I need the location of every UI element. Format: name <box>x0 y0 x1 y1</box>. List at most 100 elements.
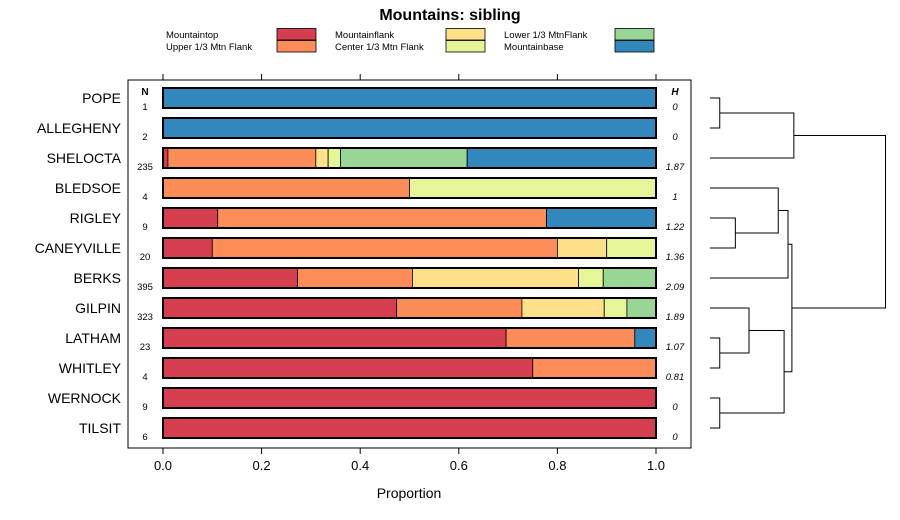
bar-segment <box>409 177 657 199</box>
n-value: 2 <box>142 132 147 143</box>
row-label: WHITLEY <box>59 360 122 376</box>
bar-outline <box>162 357 657 379</box>
n-value: 20 <box>140 252 151 263</box>
dendrogram-link <box>710 112 795 159</box>
bar-segment <box>521 297 605 319</box>
bar-row: TILSIT 6 0 <box>79 417 678 443</box>
h-value: 1.07 <box>666 342 685 353</box>
dendrogram-link <box>710 210 789 279</box>
bar-segment <box>505 327 636 349</box>
bar-outline <box>162 147 657 169</box>
bar-outline <box>162 327 657 349</box>
n-value: 9 <box>142 402 147 413</box>
bar-row: RIGLEY 9 1.22 <box>70 207 685 233</box>
dendrogram-link <box>710 307 750 354</box>
h-value: 0 <box>672 432 678 443</box>
dendrogram-link <box>710 397 721 429</box>
x-axis: 0.0 0.2 0.4 0.6 0.8 1.0 <box>154 74 665 473</box>
h-value: 0.81 <box>666 372 685 383</box>
bar-segment <box>217 207 547 229</box>
dendrogram-link <box>710 217 736 249</box>
h-value: 0 <box>672 102 678 113</box>
bar-segment <box>167 147 317 169</box>
bar-segment <box>626 297 657 319</box>
bar-outline <box>162 387 657 409</box>
bar-outline <box>162 237 657 259</box>
row-label: ALLEGHENY <box>37 120 122 136</box>
dendrogram-link <box>710 187 779 234</box>
bar-segment <box>162 267 298 289</box>
bar-segment <box>162 297 398 319</box>
dendrogram-link <box>710 337 721 369</box>
bar-segment <box>162 417 657 439</box>
bar-row: LATHAM 23 1.07 <box>65 327 685 353</box>
h-value: 1.89 <box>666 312 685 323</box>
row-label: WERNOCK <box>48 390 122 406</box>
h-value: 0 <box>672 402 678 413</box>
x-axis-label: Proportion <box>377 485 442 501</box>
bar-segment <box>466 147 657 169</box>
x-tick-label: 0.8 <box>548 458 566 473</box>
row-label: POPE <box>82 90 121 106</box>
bar-segment <box>327 147 341 169</box>
legend-label: Upper 1/3 Mtn Flank <box>166 42 252 53</box>
row-label: LATHAM <box>65 330 121 346</box>
bar-segment <box>602 267 657 289</box>
bar-outline <box>162 117 657 139</box>
dendrogram-link <box>719 330 785 414</box>
bar-outline <box>162 267 657 289</box>
h-value: 1.87 <box>666 162 685 173</box>
n-value: 9 <box>142 222 147 233</box>
bar-row: WERNOCK 9 0 <box>48 387 678 413</box>
h-column-header: H <box>671 87 679 98</box>
x-tick-label: 0.6 <box>450 458 468 473</box>
bar-segment <box>634 327 657 349</box>
bar-segment <box>162 327 507 349</box>
bar-segment <box>546 207 657 229</box>
h-value: 2.09 <box>665 282 685 293</box>
n-column-header: N <box>141 87 148 98</box>
bar-segment <box>162 177 410 199</box>
n-value: 1 <box>142 102 147 113</box>
bar-segment <box>162 237 213 259</box>
bar-outline <box>162 417 657 439</box>
bar-outline <box>162 87 657 109</box>
row-label: TILSIT <box>79 420 121 436</box>
bar-row: SHELOCTA 235 1.87 <box>47 147 685 173</box>
legend-label: Mountainbase <box>504 42 564 53</box>
bar-row: GILPIN 323 1.89 <box>75 297 685 323</box>
bar-segment <box>412 267 579 289</box>
x-tick-label: 0.0 <box>154 458 172 473</box>
legend-swatch <box>276 40 317 53</box>
dendrogram-link <box>791 135 886 309</box>
bar-row: BERKS 395 2.09 <box>74 267 685 293</box>
bar-row: BLEDSOE 4 1 <box>55 177 678 203</box>
x-tick-label: 0.4 <box>351 458 369 473</box>
bar-segment <box>297 267 413 289</box>
legend-swatch <box>614 28 655 41</box>
legend-swatch <box>445 28 486 41</box>
bar-outline <box>162 207 657 229</box>
bar-segment <box>557 237 608 259</box>
h-value: 1.22 <box>666 222 685 233</box>
row-label: CANEYVILLE <box>35 240 121 256</box>
plot-frame <box>127 79 692 449</box>
x-tick-label: 0.2 <box>253 458 271 473</box>
bar-segment <box>532 357 657 379</box>
bar-segment <box>603 297 628 319</box>
row-label: RIGLEY <box>70 210 122 226</box>
row-label: SHELOCTA <box>47 150 122 166</box>
legend-swatch <box>445 40 486 53</box>
h-value: 1 <box>672 192 677 203</box>
x-tick-label: 1.0 <box>647 458 665 473</box>
n-value: 4 <box>142 372 147 383</box>
bar-segment <box>396 297 523 319</box>
h-value: 1.36 <box>666 252 685 263</box>
bar-segment <box>162 117 657 139</box>
n-value: 323 <box>137 312 153 323</box>
dendrogram-link <box>710 97 721 129</box>
bar-segment <box>340 147 468 169</box>
